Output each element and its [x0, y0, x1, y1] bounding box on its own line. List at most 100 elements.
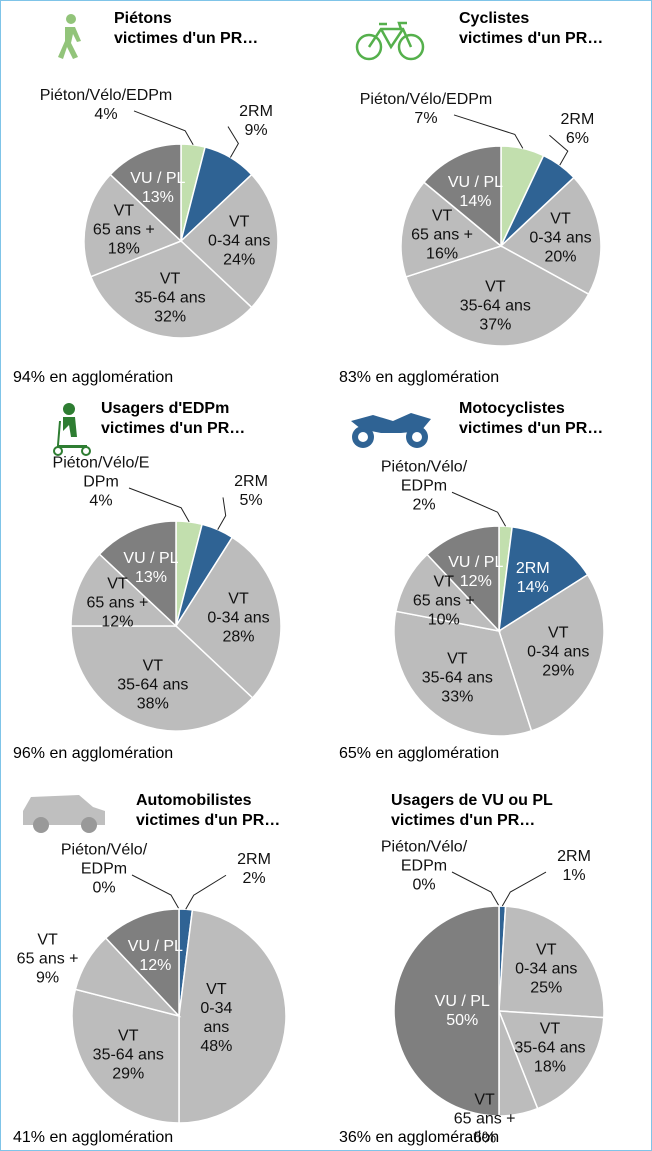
pie-slice — [404, 245, 590, 347]
category-label: Piéton/Vélo/ EDPm — [380, 838, 468, 875]
slice-label: VT 65 ans +6% — [454, 1091, 516, 1148]
title-line: Usagers de VU ou PL — [391, 792, 553, 809]
value-label: 13% — [134, 569, 167, 587]
slice-label: VT 65 ans +18% — [93, 202, 155, 259]
value-label: 7% — [414, 109, 438, 127]
category-label: Piéton/Vélo/ EDPm — [380, 458, 468, 495]
slice-label: Piéton/Vélo/ EDPm 0% — [381, 838, 467, 895]
category-label: VT 0-34 ans — [527, 624, 590, 661]
value-label: 4% — [89, 492, 113, 510]
title-line: victimes d'un PR… — [101, 420, 246, 437]
pie-slice — [422, 145, 502, 248]
value-label: 10% — [427, 611, 460, 629]
slice-label: VT 0-34 ans 28% — [207, 590, 269, 647]
category-label: VT 35-64 ans — [514, 1020, 586, 1057]
slice-label: 2RM 5% — [234, 472, 268, 510]
pie-slice — [70, 625, 254, 732]
category-label: VT 65 ans + — [86, 575, 149, 612]
slice-label: VU / PL 50% — [435, 992, 490, 1030]
category-label: VT 65 ans + — [16, 931, 79, 968]
category-label: 2RM — [557, 848, 591, 866]
category-label: Piéton/Vélo/EDPm — [359, 90, 493, 108]
pie-slice — [83, 173, 183, 278]
pie-slice — [498, 525, 589, 633]
pie-slice — [498, 905, 605, 1019]
pedestrian-icon — [58, 14, 81, 59]
car-icon — [23, 795, 105, 833]
slice-label: VT 0-34 ans 24% — [208, 213, 270, 270]
title-line: victimes d'un PR… — [459, 30, 604, 47]
slice-label: 2RM 9% — [239, 102, 273, 140]
bike-icon — [355, 21, 425, 61]
slice-label: VU / PL 13% — [130, 169, 185, 207]
category-label: Piéton/Vélo/E DPm — [52, 454, 150, 491]
pie-slice — [175, 536, 282, 699]
value-label: 13% — [141, 188, 174, 206]
category-label: VT 65 ans + — [411, 207, 473, 244]
value-label: 12% — [459, 573, 492, 591]
category-label: 2RM — [237, 851, 271, 869]
category-label: VT 0-34 ans — [207, 590, 270, 627]
value-label: 50% — [446, 1012, 479, 1029]
value-label: 25% — [530, 979, 563, 997]
chart-title: Cyclistes victimes d'un PR… — [459, 9, 603, 49]
category-label: VU / PL — [447, 173, 504, 191]
motorcycle-icon — [351, 413, 431, 448]
slice-label: VT 35-64 ans 29% — [93, 1027, 164, 1084]
pie-slice — [393, 905, 500, 1117]
note: 36% en agglomération — [339, 1129, 500, 1146]
value-label: 20% — [544, 248, 577, 266]
value-label: 48% — [200, 1038, 233, 1056]
pie-slice — [70, 553, 178, 627]
pie-slice — [498, 573, 605, 732]
title-line: Piétons — [114, 10, 172, 27]
chart-title: Motocyclistes victimes d'un PR… — [459, 399, 603, 439]
value-label: 9% — [244, 121, 268, 139]
value-label: 6% — [565, 130, 589, 148]
slice-label: VU / PL 12% — [128, 937, 183, 975]
value-label: 18% — [533, 1058, 566, 1076]
leader-line — [217, 497, 227, 530]
slice-label: 2RM 1% — [557, 847, 591, 885]
pie-slice — [71, 988, 180, 1124]
value-label: 18% — [107, 240, 140, 258]
pie-slice — [499, 176, 602, 296]
pie-slice — [178, 909, 287, 1124]
pie-slice — [98, 520, 177, 628]
chart-title: Automobilistes victimes d'un PR… — [136, 791, 280, 831]
slice-label: VT 0-34 ans 25% — [515, 941, 577, 998]
category-label: VT 0-34 ans — [208, 213, 271, 250]
category-label: VT 35-64 ans — [459, 278, 531, 315]
title-line: Cyclistes — [459, 10, 530, 27]
leader-line — [185, 874, 227, 910]
pie-slice — [393, 610, 533, 737]
slice-label: Piéton/Vélo/ EDPm 0% — [61, 841, 147, 898]
category-label: VT 65 ans + — [92, 202, 155, 239]
slice-label: VT 65 ans +9% — [17, 930, 79, 987]
leader-line — [128, 487, 190, 523]
slice-label: Piéton/Vélo/ EDPm 2% — [381, 458, 467, 515]
slice-label: Piéton/Vélo/EDPm 7% — [360, 90, 493, 128]
value-label: 5% — [239, 492, 263, 510]
slice-label: VT 35-64 ans 38% — [117, 656, 188, 713]
value-label: 12% — [101, 613, 134, 631]
value-label: 6% — [473, 1129, 497, 1147]
category-label: VU / PL — [127, 938, 183, 956]
chart-title: Usagers d'EDPm victimes d'un PR… — [101, 399, 245, 439]
value-label: 29% — [542, 662, 575, 680]
value-label: 2% — [412, 496, 436, 514]
pie-slice — [109, 143, 182, 243]
category-label: VT 0-34 ans — [200, 981, 233, 1037]
value-label: 16% — [426, 245, 459, 263]
category-label: 2RM — [560, 111, 595, 129]
title-line: Motocyclistes — [459, 400, 565, 417]
slice-label: VT 0-34 ans 20% — [529, 210, 591, 267]
leader-line — [451, 491, 507, 527]
leader-line — [549, 134, 569, 166]
category-label: VT 35-64 ans — [134, 270, 206, 307]
category-label: VU / PL — [123, 550, 179, 568]
category-label: 2RM — [515, 559, 550, 577]
note: 65% en agglomération — [339, 745, 500, 762]
pie-slice — [497, 1010, 605, 1110]
